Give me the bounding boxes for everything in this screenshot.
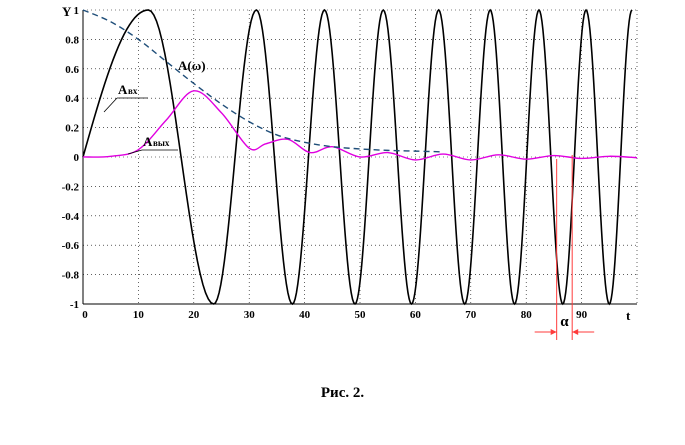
label-output-sub: вых [153, 138, 170, 148]
x-tick-label: 40 [299, 309, 311, 321]
figure-caption: Рис. 2. [320, 385, 365, 401]
tick-labels: -1-0.8-0.6-0.4-0.200.20.40.60.810 10 20 30 4… [62, 5, 588, 321]
y-tick-label: -0.2 [62, 181, 80, 193]
label-envelope: A(ω) [178, 58, 206, 73]
x-tick-label: 60 [410, 309, 422, 321]
y-tick-label: 0.2 [65, 123, 79, 135]
x-tick-label: 20 [188, 309, 200, 321]
series-group [82, 8, 638, 306]
y-tick-label: 0.8 [65, 34, 79, 46]
x-axis-label: t [626, 308, 631, 323]
y-tick-label: -0.6 [62, 240, 80, 252]
y-tick-label: -1 [70, 299, 79, 311]
label-input: A [118, 82, 128, 97]
y-tick-label: 0.6 [65, 64, 79, 76]
y-tick-label: -0.4 [62, 211, 80, 223]
series-line-input [82, 8, 633, 306]
alpha-arrow-right-head [572, 329, 579, 335]
x-tick-label: 10 [133, 309, 145, 321]
x-tick-label: 70 [465, 309, 477, 321]
alpha-label: α [560, 314, 569, 330]
series-line-output [82, 90, 638, 161]
label-input-sub: вх [128, 86, 138, 96]
y-tick-label: 0 [74, 152, 80, 164]
y-tick-label: 1 [74, 5, 80, 17]
x-tick-label: 50 [355, 309, 367, 321]
x-tick-label: 30 [244, 309, 256, 321]
series-line-envelope [82, 9, 444, 153]
x-tick-label: 0 [82, 309, 88, 321]
label-output-leader [127, 149, 143, 155]
x-tick-label: 80 [521, 309, 533, 321]
x-tick-label: 90 [576, 309, 588, 321]
alpha-arrow-left-head [550, 329, 557, 335]
y-tick-label: -0.8 [62, 270, 80, 282]
label-output: A [143, 134, 153, 149]
y-tick-label: 0.4 [65, 93, 79, 105]
y-axis-label: Y [62, 4, 72, 19]
label-input-leader [103, 97, 118, 113]
